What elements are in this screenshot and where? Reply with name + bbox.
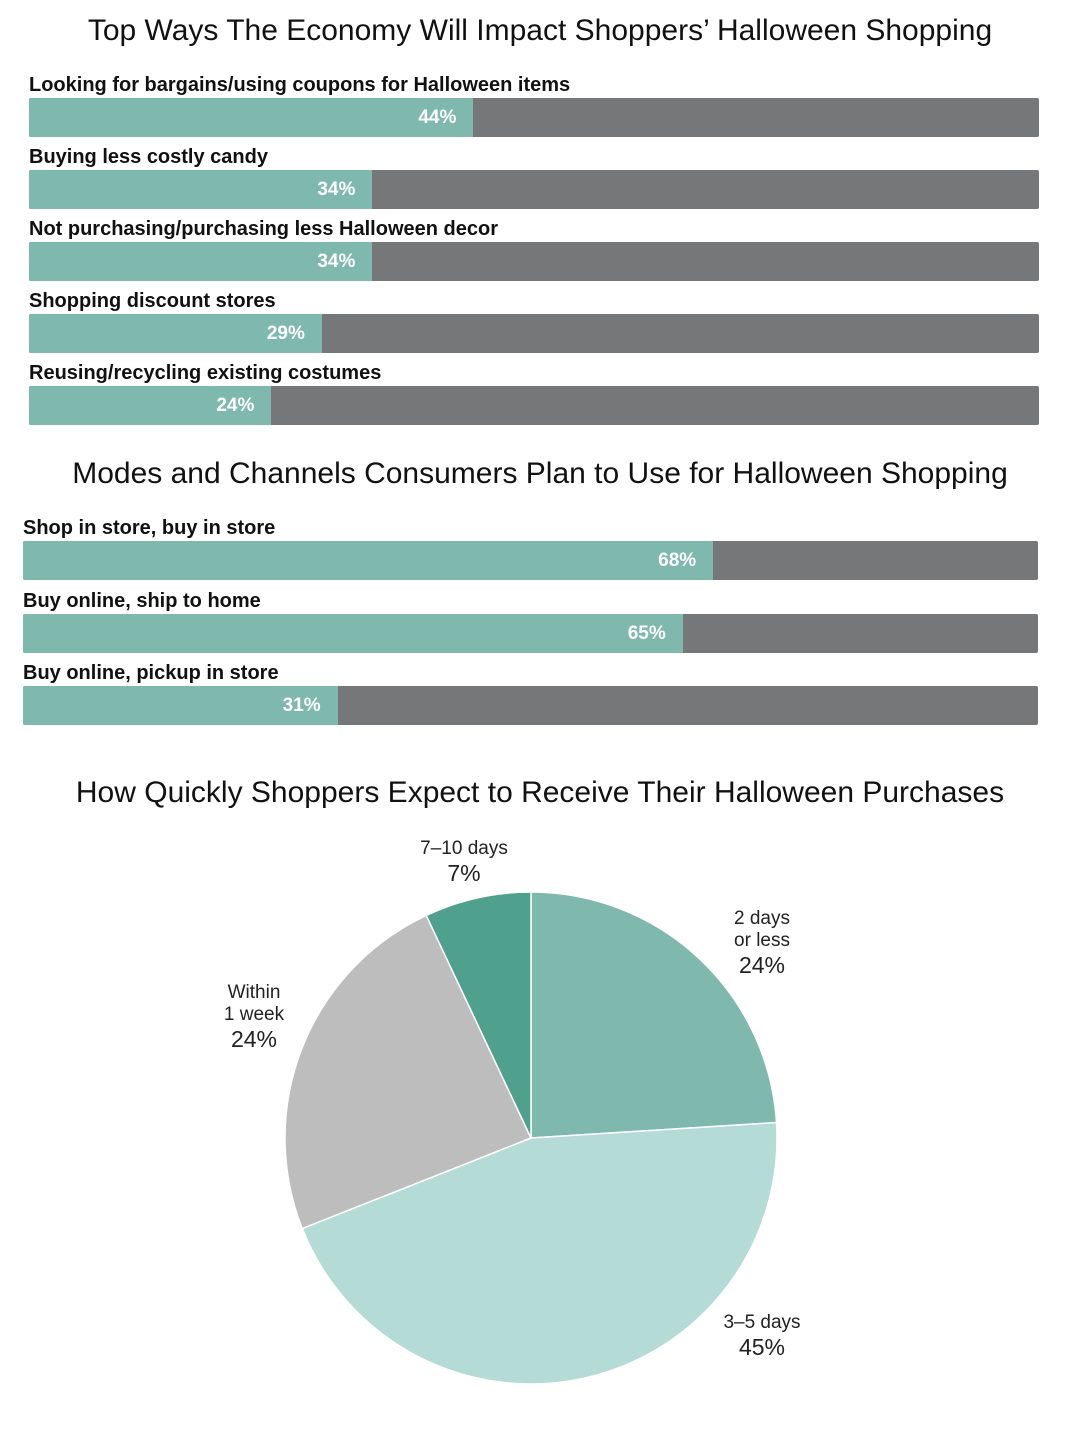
bar: 68%	[23, 541, 714, 580]
bar-value-label: 68%	[658, 550, 697, 571]
pie-slice-label: 7–10 days	[420, 838, 508, 859]
pie-value-label: 24%	[231, 1026, 277, 1052]
pie-value-label: 24%	[739, 952, 785, 978]
bar: 44%	[29, 98, 474, 137]
bar: 29%	[29, 314, 322, 353]
bar-value-label: 29%	[266, 323, 305, 344]
pie-slice	[425, 891, 532, 1139]
bar: 24%	[29, 386, 272, 425]
bar: 31%	[23, 686, 338, 725]
bar-track: 24%	[29, 386, 1039, 425]
bar-category-label: Shop in store, buy in store	[23, 517, 276, 539]
shopping-channels-title: Modes and Channels Consumers Plan to Use…	[72, 457, 1008, 490]
bar-value-label: 34%	[317, 251, 356, 272]
bar-row: Reusing/recycling existing costumes 24%	[29, 360, 1039, 425]
bar-row: Buying less costly candy 34%	[29, 144, 1039, 209]
economy-impact-title: Top Ways The Economy Will Impact Shopper…	[87, 14, 993, 47]
pie-slice	[530, 891, 778, 1139]
bar-row: Buy online, pickup in store 31%	[23, 660, 1038, 725]
pie-slice-label: 1 week	[224, 1004, 285, 1025]
bar-row: Not purchasing/purchasing less Halloween…	[29, 216, 1039, 281]
bar-category-label: Looking for bargains/using coupons for H…	[29, 74, 571, 96]
bar-value-label: 65%	[627, 622, 666, 644]
bar-track: 34%	[29, 242, 1039, 281]
bar-category-label: Not purchasing/purchasing less Halloween…	[29, 218, 498, 240]
bar-track: 29%	[29, 314, 1039, 353]
bar-value-label: 31%	[282, 695, 321, 716]
bar-value-label: 34%	[317, 179, 356, 200]
bar-track: 44%	[29, 98, 1039, 137]
bar-category-label: Reusing/recycling existing costumes	[29, 362, 382, 384]
delivery-speed-title: How Quickly Shoppers Expect to Receive T…	[75, 776, 1005, 809]
bar-track: 31%	[23, 686, 1038, 725]
bar-track: 65%	[23, 613, 1038, 653]
bar-track: 68%	[23, 541, 1038, 580]
bar: 34%	[29, 242, 373, 281]
bar-category-label: Buy online, ship to home	[23, 589, 261, 612]
bar: 34%	[29, 170, 373, 209]
pie-slice	[301, 1121, 778, 1385]
bar-category-label: Shopping discount stores	[29, 290, 276, 312]
pie-value-label: 7%	[447, 860, 480, 886]
bar-row: Shopping discount stores 29%	[29, 288, 1039, 353]
pie-slice-label: 2 days	[734, 908, 790, 929]
bar-category-label: Buy online, pickup in store	[23, 662, 279, 684]
pie-slice-label: Within	[228, 982, 281, 1003]
bar-track: 34%	[29, 170, 1039, 209]
bar-row: Looking for bargains/using coupons for H…	[29, 72, 1039, 137]
pie-slice-label: 3–5 days	[723, 1312, 800, 1333]
pie-slice-label: or less	[734, 930, 790, 951]
bar-value-label: 24%	[216, 395, 255, 416]
bar: 65%	[23, 613, 683, 653]
pie-slice	[284, 914, 533, 1230]
bar-row: Buy online, ship to home 65%	[23, 588, 1038, 653]
pie-value-label: 45%	[739, 1334, 785, 1360]
bar-value-label: 44%	[418, 107, 457, 128]
bar-row: Shop in store, buy in store 68%	[23, 515, 1038, 580]
bar-category-label: Buying less costly candy	[29, 146, 268, 168]
